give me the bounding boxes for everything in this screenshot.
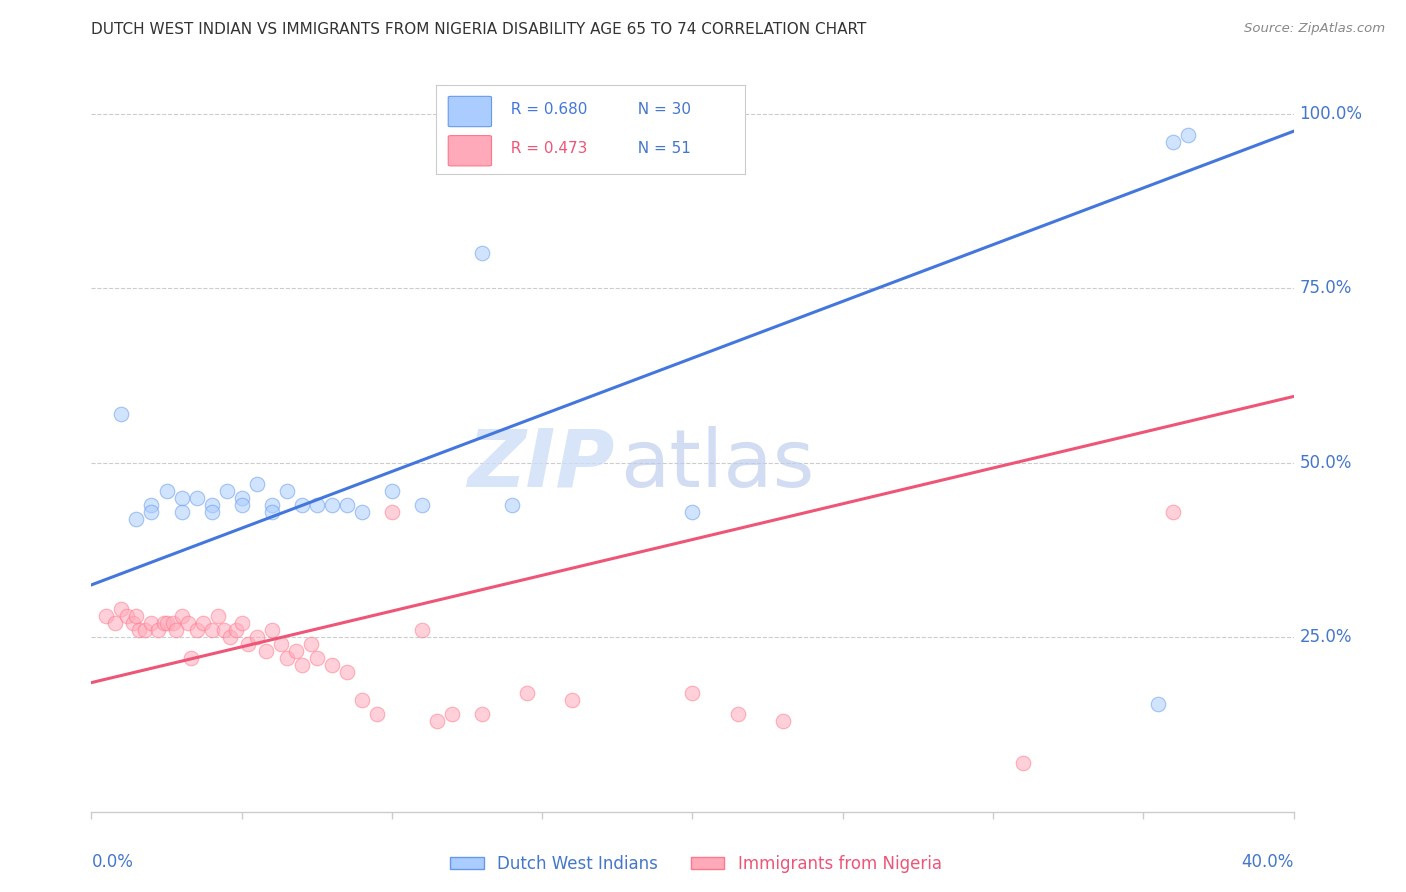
Text: 25.0%: 25.0% [1299, 628, 1353, 646]
Text: Source: ZipAtlas.com: Source: ZipAtlas.com [1244, 22, 1385, 36]
Point [141, 505, 163, 519]
Point [1012, 756, 1035, 770]
Point [152, 616, 174, 631]
Point [176, 616, 198, 631]
Point [141, 498, 163, 512]
Text: ZIP: ZIP [467, 426, 614, 504]
Point [471, 246, 494, 260]
Point [1147, 697, 1170, 711]
Point [260, 624, 283, 638]
Legend: Dutch West Indians, Immigrants from Nigeria: Dutch West Indians, Immigrants from Nige… [443, 848, 949, 880]
Text: N = 51: N = 51 [627, 142, 690, 156]
Text: 0.0%: 0.0% [91, 853, 134, 871]
Text: atlas: atlas [620, 426, 814, 504]
Point [170, 609, 193, 624]
Point [254, 644, 277, 658]
Text: R = 0.473: R = 0.473 [501, 142, 588, 156]
Point [426, 714, 449, 728]
Point [305, 651, 328, 665]
Point [501, 498, 523, 512]
Point [231, 498, 253, 512]
Point [231, 491, 253, 505]
Point [122, 616, 145, 631]
Point [117, 609, 139, 624]
Point [516, 686, 538, 700]
Point [155, 616, 177, 631]
Point [681, 686, 703, 700]
Point [727, 706, 749, 721]
Point [350, 693, 373, 707]
Point [231, 616, 253, 631]
Point [381, 483, 404, 498]
Point [134, 624, 156, 638]
Point [321, 658, 343, 673]
Point [411, 498, 433, 512]
Point [207, 609, 229, 624]
Point [260, 498, 283, 512]
Point [170, 491, 193, 505]
Point [260, 505, 283, 519]
Point [336, 665, 359, 680]
Point [170, 505, 193, 519]
Point [146, 624, 169, 638]
Point [471, 706, 494, 721]
Point [212, 624, 235, 638]
Point [772, 714, 794, 728]
Point [186, 491, 208, 505]
Point [336, 498, 359, 512]
Point [381, 505, 404, 519]
Point [96, 609, 118, 624]
Point [246, 476, 269, 491]
Point [411, 624, 433, 638]
Point [561, 693, 583, 707]
FancyBboxPatch shape [449, 96, 492, 127]
Point [218, 630, 240, 644]
Point [321, 498, 343, 512]
Point [104, 616, 127, 631]
Point [270, 637, 292, 651]
Point [1177, 128, 1199, 142]
Point [681, 505, 703, 519]
Point [1161, 135, 1184, 149]
Point [440, 706, 463, 721]
Point [191, 616, 214, 631]
Text: 50.0%: 50.0% [1299, 454, 1353, 472]
Point [141, 616, 163, 631]
Point [215, 483, 238, 498]
Point [236, 637, 259, 651]
Text: 75.0%: 75.0% [1299, 279, 1353, 297]
Point [162, 616, 184, 631]
Point [350, 505, 373, 519]
Point [1161, 505, 1184, 519]
Point [201, 498, 224, 512]
Text: 100.0%: 100.0% [1299, 105, 1362, 123]
Point [291, 658, 314, 673]
Text: 40.0%: 40.0% [1241, 853, 1294, 871]
Point [125, 609, 148, 624]
Point [201, 505, 224, 519]
Point [110, 602, 132, 616]
Point [299, 637, 322, 651]
Point [276, 651, 298, 665]
Text: R = 0.680: R = 0.680 [501, 103, 588, 117]
Point [284, 644, 307, 658]
Text: DUTCH WEST INDIAN VS IMMIGRANTS FROM NIGERIA DISABILITY AGE 65 TO 74 CORRELATION: DUTCH WEST INDIAN VS IMMIGRANTS FROM NIG… [91, 22, 866, 37]
Point [128, 624, 150, 638]
Point [155, 483, 177, 498]
Point [246, 630, 269, 644]
Point [305, 498, 328, 512]
Point [201, 624, 224, 638]
Point [225, 624, 247, 638]
Point [186, 624, 208, 638]
Point [291, 498, 314, 512]
Point [125, 511, 148, 525]
Text: N = 30: N = 30 [627, 103, 690, 117]
FancyBboxPatch shape [449, 136, 492, 166]
Point [165, 624, 187, 638]
Point [366, 706, 388, 721]
Point [180, 651, 202, 665]
Point [276, 483, 298, 498]
Point [110, 407, 132, 421]
